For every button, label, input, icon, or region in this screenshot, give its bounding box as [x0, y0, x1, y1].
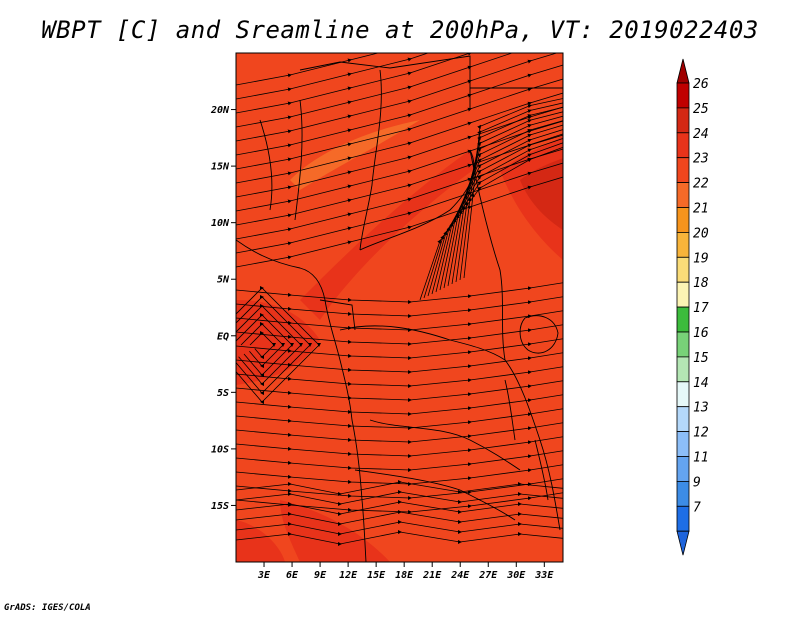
lat-tick-label: 5S [217, 388, 229, 399]
border-west-a [259, 119, 273, 211]
lat-tick-label: 10S [211, 444, 229, 455]
lat-tick-label: 5N [217, 275, 230, 286]
colorbar-label: 11 [693, 451, 709, 466]
border-nile [469, 149, 506, 361]
colorbar-swatch [676, 306, 690, 333]
border-south [369, 419, 521, 471]
map-plot-area: 20N 15N 10N 5N EQ 5S 10S 15S 3E 6E 9E 12E 15E 18E 21E… [210, 52, 564, 581]
lon-tick-label: 30E [506, 570, 526, 581]
lon-tick-label: 3E [257, 570, 271, 581]
lat-axis: 20N 15N 10N 5N EQ 5S 10S 15S [210, 105, 236, 512]
colorbar-swatch [676, 182, 690, 208]
lat-tick-label: 15N [211, 162, 230, 173]
colorbar-swatch [676, 256, 690, 283]
streamline [236, 510, 563, 526]
colorbar-swatch [676, 107, 690, 134]
colorbar-label: 22 [693, 177, 709, 192]
colorbar-label: 25 [693, 102, 709, 117]
colorbar-swatch [676, 381, 690, 408]
colorbar-label: 7 [693, 500, 701, 515]
lon-tick-label: 21E [422, 570, 442, 581]
streamlines [236, 53, 563, 546]
lat-tick-label: 10N [211, 218, 230, 229]
colorbar-swatch [676, 456, 690, 482]
coastlines-borders [236, 55, 563, 562]
border-east [504, 359, 561, 531]
colorbar-swatch [676, 406, 690, 433]
lat-tick-label: 15S [211, 501, 229, 512]
colorbar-label: 15 [693, 351, 709, 366]
footer-credit: GrADS: IGES/COLA [4, 603, 91, 613]
colorbar-label: 26 [693, 77, 709, 92]
colorbar-swatch [676, 82, 690, 109]
lake-tanganyika [504, 379, 516, 441]
colorbar-swatch [676, 132, 690, 159]
lon-tick-label: 33E [534, 570, 554, 581]
border-congo [339, 325, 506, 361]
lon-tick-label: 27E [478, 570, 498, 581]
colorbar-swatch [676, 157, 690, 183]
colorbar-label: 18 [693, 276, 709, 291]
lon-axis: 3E 6E 9E 12E 15E 18E 21E 24E 27E 30E 33E [257, 562, 554, 581]
border-north [299, 55, 471, 110]
lat-tick-label: EQ [217, 331, 229, 342]
wbpt-band-warm-southwest [236, 520, 285, 562]
colorbar-label: 17 [693, 301, 709, 316]
colorbar-label: 20 [693, 226, 709, 241]
border-sw [294, 99, 303, 221]
plot-frame [235, 52, 564, 563]
streamline [236, 490, 563, 506]
colorbar-swatch [676, 505, 690, 532]
lake-victoria [519, 315, 559, 354]
lon-tick-label: 18E [395, 570, 414, 581]
colorbar-bottom-cap [676, 530, 690, 556]
colorbar-swatch [676, 231, 690, 258]
colorbar-swatch [676, 331, 690, 358]
colorbar-label: 14 [693, 376, 709, 391]
border-gabon [319, 299, 356, 331]
colorbar-swatch [676, 356, 690, 383]
colorbar: 26 25 24 23 22 21 20 19 18 17 16 15 14 13 12 11 9 7 [676, 58, 709, 556]
colorbar-label: 19 [693, 251, 709, 266]
colorbar-swatch [676, 281, 690, 308]
streamline [236, 480, 563, 496]
colorbar-label: 13 [693, 401, 709, 416]
colorbar-label: 16 [693, 326, 709, 341]
coastline-west-africa [236, 239, 367, 562]
colorbar-swatch [676, 207, 690, 233]
lon-tick-label: 15E [367, 570, 386, 581]
lon-tick-label: 24E [450, 570, 470, 581]
colorbar-label: 9 [693, 475, 701, 490]
lat-tick-label: 20N [210, 105, 230, 116]
streamline [463, 98, 563, 279]
colorbar-swatch [676, 431, 690, 457]
lon-tick-label: 9E [314, 570, 327, 581]
colorbar-swatch [676, 480, 690, 507]
streamline [236, 500, 563, 516]
colorbar-label: 24 [693, 127, 709, 142]
lake-malawi [534, 439, 549, 501]
streamline [236, 520, 563, 536]
colorbar-label: 12 [693, 426, 709, 441]
streamline [236, 286, 321, 405]
chart-title: WBPT [C] and Sreamline at 200hPa, VT: 20… [41, 16, 759, 44]
colorbar-label: 21 [693, 202, 709, 217]
border-chad [359, 69, 382, 251]
colorbar-label: 23 [693, 152, 709, 167]
colorbar-top-cap [676, 58, 690, 84]
lon-tick-label: 12E [339, 570, 358, 581]
border-angola [354, 469, 516, 521]
lon-tick-label: 6E [286, 570, 299, 581]
streamline [236, 530, 563, 546]
